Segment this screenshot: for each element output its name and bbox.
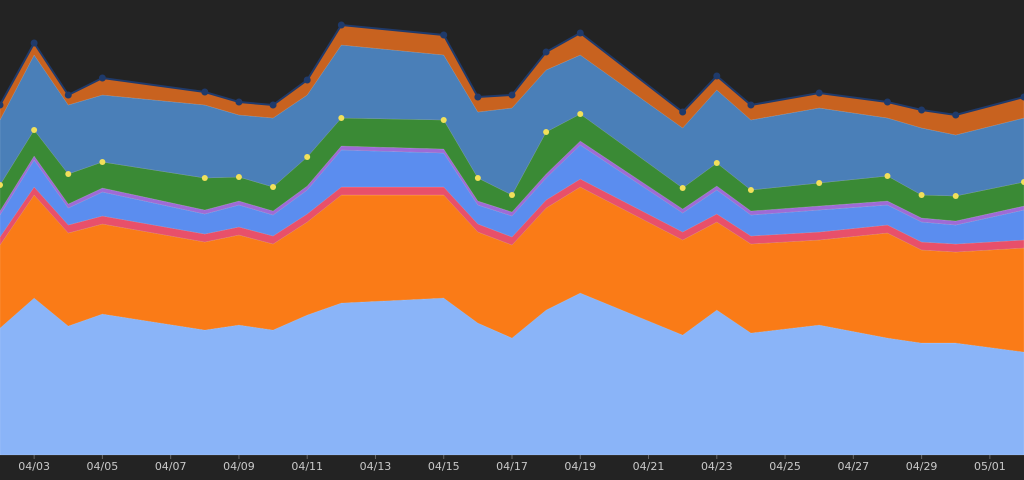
point [304,154,311,160]
x-tick-label: 04/13 [360,460,392,473]
x-tick-label: 04/29 [906,460,938,473]
point [577,111,584,117]
point [338,115,345,121]
x-tick-label: 04/27 [837,460,869,473]
x-tick-label: 04/03 [18,460,50,473]
point [98,74,106,82]
point [65,171,72,177]
x-tick-label: 04/09 [223,460,255,473]
point [509,192,515,198]
x-tick-label: 04/15 [428,460,460,473]
x-tick-label: 04/11 [291,460,323,473]
point [747,187,754,193]
point [201,175,208,181]
point [952,111,960,119]
point [474,93,482,101]
x-tick-label: 04/05 [87,460,119,473]
point [303,76,311,84]
point [883,98,891,106]
point [952,193,959,199]
point [918,192,925,198]
point [1021,179,1024,185]
point [542,48,550,56]
point [884,173,891,179]
point [576,29,584,37]
point [0,101,4,109]
point [474,175,481,181]
point [747,101,755,109]
point [269,101,277,109]
x-tick-label: 04/25 [769,460,801,473]
point [30,39,38,47]
point [31,127,38,133]
point [543,129,550,135]
point [201,88,209,96]
point [508,91,516,99]
x-tick-label: 04/07 [155,460,187,473]
point [713,72,721,80]
point [679,185,686,191]
top-line [0,23,1024,117]
x-tick-label: 04/17 [496,460,528,473]
point [713,160,720,166]
x-tick-label: 05/01 [974,460,1006,473]
point [816,180,823,186]
point [99,159,106,165]
point [815,89,823,97]
x-tick-label: 04/19 [564,460,596,473]
point [235,174,242,180]
point [440,117,447,123]
x-tick-label: 04/23 [701,460,733,473]
point [679,108,687,116]
point [1020,93,1024,101]
point [337,21,345,29]
point [64,91,72,99]
point [0,182,3,188]
point [440,31,448,39]
point [270,184,277,190]
point [918,106,926,114]
x-tick-label: 04/21 [633,460,665,473]
point [235,98,243,106]
